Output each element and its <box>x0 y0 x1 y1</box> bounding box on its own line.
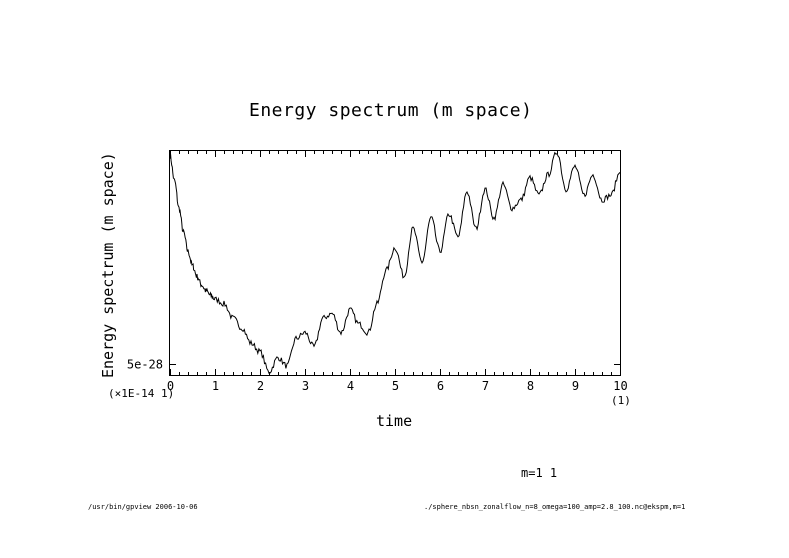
x-tick-label: 1 <box>212 379 219 393</box>
footer-right-text: ./sphere_nbsn_zonalflow_n=8_omega=100_am… <box>424 503 686 511</box>
x-tick-label: 3 <box>302 379 309 393</box>
x-tick-label: 8 <box>527 379 534 393</box>
x-tick-label: 4 <box>347 379 354 393</box>
x-tick-label: 6 <box>437 379 444 393</box>
x-tick-marks <box>170 151 621 375</box>
x-tick-label: 7 <box>482 379 489 393</box>
legend-label: m=1 1 <box>521 466 558 480</box>
x-scale-label: (1) <box>611 394 631 407</box>
x-tick-label: 5 <box>392 379 399 393</box>
y-axis-label: Energy spectrum (m space) <box>99 152 117 378</box>
x-tick-label: 9 <box>572 379 579 393</box>
y-scale-label: (×1E-14 1) <box>108 387 175 400</box>
y-tick-label: 5e-28 <box>127 358 163 372</box>
x-tick-labels: 0 1 2 3 4 5 6 7 8 9 10 <box>167 379 628 393</box>
y-tick-labels: 5e-28 <box>127 358 163 372</box>
plot-frame <box>169 150 621 376</box>
x-tick-label: 2 <box>257 379 264 393</box>
footer-left-text: /usr/bin/gpview 2006-10-06 <box>88 503 198 511</box>
series-line <box>169 151 621 374</box>
chart-title: Energy spectrum (m space) <box>249 100 533 121</box>
x-axis-label: time <box>376 412 413 430</box>
x-tick-label: 0 <box>167 379 174 393</box>
x-tick-label: 10 <box>613 379 627 393</box>
